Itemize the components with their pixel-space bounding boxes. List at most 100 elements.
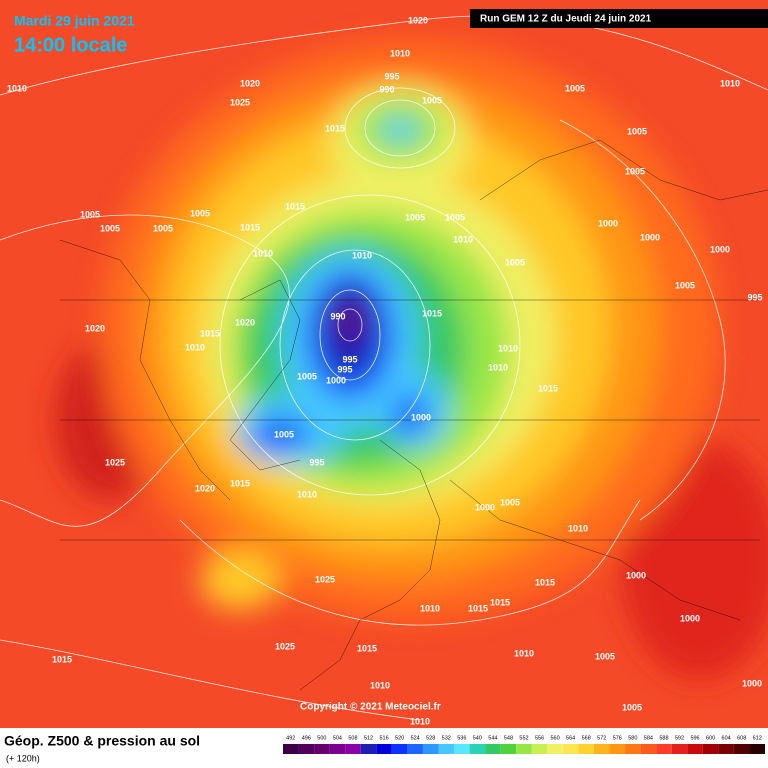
scale-cell xyxy=(438,744,455,754)
pressure-label: 1010 xyxy=(514,648,534,658)
pressure-label: 995 xyxy=(337,364,352,374)
scale-label: 560 xyxy=(551,735,560,741)
scale-label: 580 xyxy=(628,735,637,741)
height-field xyxy=(55,40,768,680)
pressure-label: 1005 xyxy=(595,651,615,661)
scale-label: 592 xyxy=(675,735,684,741)
scale-label: 524 xyxy=(411,735,420,741)
pressure-label: 1005 xyxy=(505,257,525,267)
pressure-label: 1010 xyxy=(390,48,410,58)
scale-cell xyxy=(578,744,594,754)
pressure-label: 1005 xyxy=(625,166,645,176)
pressure-label: 1010 xyxy=(370,680,390,690)
scale-cell xyxy=(733,744,750,754)
pressure-label: 1020 xyxy=(235,317,255,327)
pressure-label: 1000 xyxy=(640,232,660,242)
pressure-label: 1005 xyxy=(627,126,647,136)
footer-title: Géop. Z500 & pression au sol xyxy=(4,733,200,749)
pressure-label: 1020 xyxy=(85,323,105,333)
pressure-label: 1015 xyxy=(285,201,305,211)
pressure-label: 1000 xyxy=(742,678,762,688)
pressure-label: 1010 xyxy=(720,78,740,88)
pressure-label: 1005 xyxy=(622,702,642,712)
isobars xyxy=(0,15,768,721)
pressure-label: 1000 xyxy=(475,502,495,512)
scale-cell xyxy=(640,744,657,754)
pressure-label: 1015 xyxy=(230,478,250,488)
scale-cell xyxy=(718,744,734,754)
pressure-label: 1010 xyxy=(7,83,27,93)
coastlines xyxy=(59,139,768,691)
pressure-label: 1015 xyxy=(325,123,345,133)
scale-cell xyxy=(345,744,361,754)
footer-lead: (+ 120h) xyxy=(6,753,40,763)
pressure-label: 1015 xyxy=(538,383,558,393)
pressure-label: 1000 xyxy=(411,412,431,422)
pressure-label: 990 xyxy=(330,311,345,321)
scale-label: 548 xyxy=(504,735,513,741)
scale-label: 520 xyxy=(395,735,404,741)
pressure-label: 1010 xyxy=(253,248,273,258)
scale-label: 612 xyxy=(753,735,762,741)
scale-label: 492 xyxy=(286,735,295,741)
pressure-label: 1005 xyxy=(297,371,317,381)
scale-cell xyxy=(298,744,315,754)
scale-cell xyxy=(562,744,579,754)
scale-cell xyxy=(407,744,423,754)
pressure-label: 1000 xyxy=(626,570,646,580)
scale-cell xyxy=(625,744,641,754)
pressure-label: 1010 xyxy=(352,250,372,260)
map-field xyxy=(0,0,768,728)
scale-cell xyxy=(469,744,486,754)
scale-cell xyxy=(516,744,532,754)
scale-cell xyxy=(609,744,626,754)
scale-label: 532 xyxy=(442,735,451,741)
scale-label: 564 xyxy=(566,735,575,741)
scale-cell xyxy=(422,744,439,754)
pressure-label: 1010 xyxy=(498,343,518,353)
scale-cell xyxy=(360,744,377,754)
pressure-label: 1005 xyxy=(190,208,210,218)
pressure-label: 995 xyxy=(747,292,762,302)
pressure-label: 1020 xyxy=(195,483,215,493)
scale-label: 608 xyxy=(737,735,746,741)
pressure-label: 1025 xyxy=(105,457,125,467)
pressure-label: 1000 xyxy=(680,613,700,623)
scale-label: 496 xyxy=(302,735,311,741)
scale-cell xyxy=(687,744,703,754)
scale-label: 544 xyxy=(488,735,497,741)
pressure-label: 995 xyxy=(309,457,324,467)
pressure-label: 1025 xyxy=(275,641,295,651)
pressure-label: 1005 xyxy=(405,212,425,222)
scale-cell xyxy=(376,744,392,754)
pressure-label: 1010 xyxy=(297,489,317,499)
scale-cell xyxy=(485,744,501,754)
scale-label: 500 xyxy=(317,735,326,741)
pressure-label: 1005 xyxy=(500,497,520,507)
scale-label: 516 xyxy=(379,735,388,741)
pressure-label: 1025 xyxy=(230,97,250,107)
scale-cell xyxy=(656,744,672,754)
run-box xyxy=(470,9,768,28)
pressure-label: 1005 xyxy=(153,223,173,233)
scale-label: 572 xyxy=(597,735,606,741)
scale-label: 568 xyxy=(582,735,591,741)
pressure-label: 1005 xyxy=(80,209,100,219)
scale-label: 584 xyxy=(644,735,653,741)
scale-cell xyxy=(391,744,408,754)
pressure-label: 1000 xyxy=(326,375,346,385)
scale-label: 576 xyxy=(613,735,622,741)
pressure-label: 1010 xyxy=(410,716,430,726)
pressure-label: 1010 xyxy=(185,342,205,352)
pressure-label: 1005 xyxy=(274,429,294,439)
scale-cell xyxy=(283,744,299,754)
pressure-label: 1015 xyxy=(52,654,72,664)
pressure-label: 1020 xyxy=(240,78,260,88)
scale-label: 504 xyxy=(333,735,342,741)
forecast-time: 14:00 locale xyxy=(14,34,127,56)
pressure-label: 1005 xyxy=(100,223,120,233)
pressure-label: 1015 xyxy=(535,577,555,587)
scale-label: 540 xyxy=(473,735,482,741)
pressure-labels: 1020 1010 1010 995 990 1005 1020 1025 1005 1010 10… xyxy=(7,15,763,726)
